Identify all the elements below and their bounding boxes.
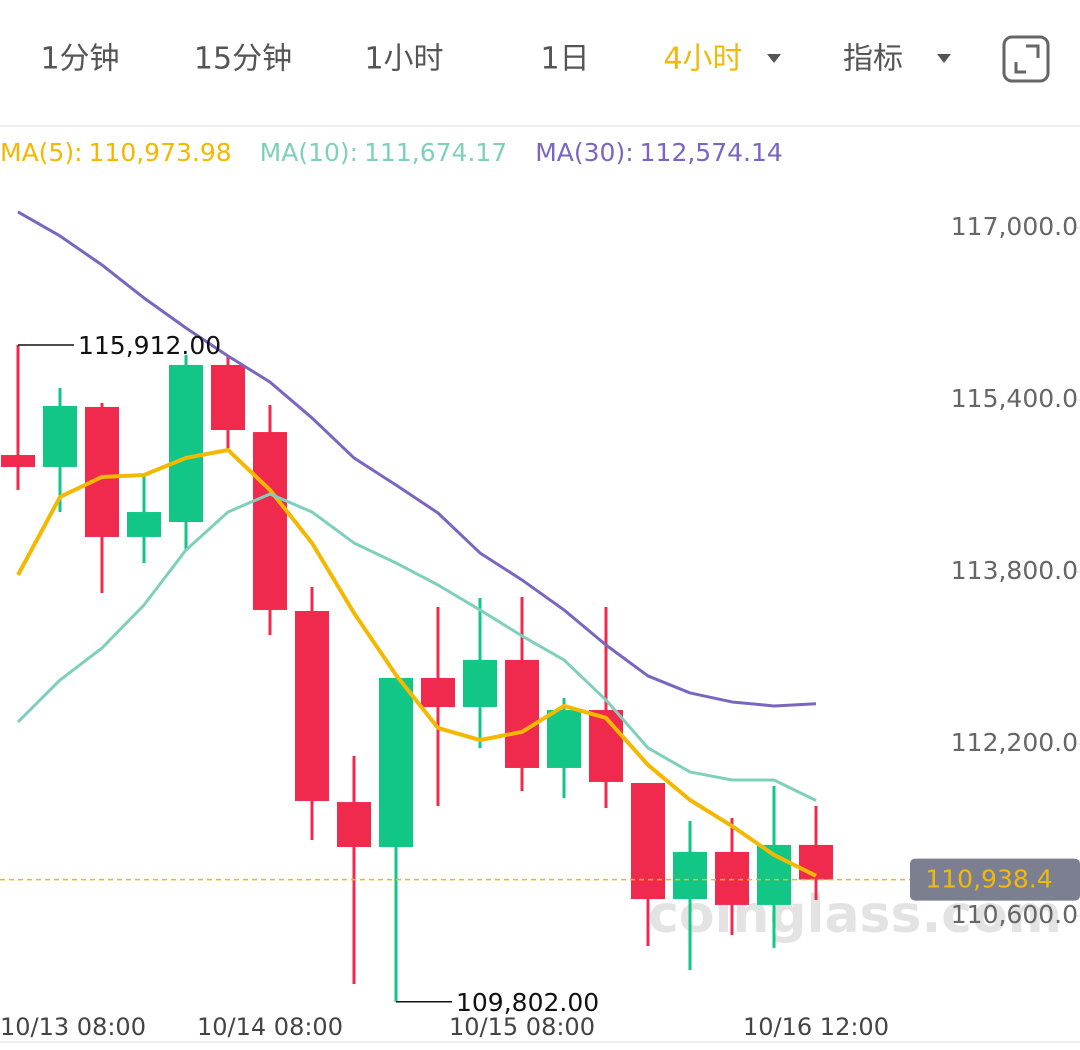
legend-name: MA(10): [260,138,358,167]
y-tick-label: 115,400.0 [951,384,1078,413]
ma-line [17,210,817,708]
y-tick-label: 110,600.0 [951,900,1078,929]
expand-icon [1014,44,1040,74]
candle-body [673,851,707,900]
candle-body [421,677,455,708]
legend-name: MA(30): [535,138,633,167]
low-label: 109,802.00 [456,988,599,1017]
candle-body [253,432,287,610]
candle-body [1,455,35,467]
candle-body [463,659,497,708]
dropdown-arrow [767,54,781,63]
candle-body [547,710,581,768]
x-tick-label: 10/14 08:00 [197,1013,343,1041]
candle-body [379,677,413,847]
candle-body [169,364,203,523]
candle-body [589,710,623,782]
tab[interactable]: 15分钟 [194,42,292,77]
y-tick-label: 113,800.0 [951,556,1078,585]
x-tick-label: 10/16 12:00 [743,1013,889,1041]
y-tick-label: 112,200.0 [951,728,1078,757]
candle-body [85,406,119,537]
candle-body [631,783,665,900]
legend-value: 111,674.17 [364,138,507,167]
expand-frame[interactable] [1002,35,1050,83]
ma-line [16,492,817,802]
ma-line [16,447,817,878]
tab[interactable]: 1日 [540,42,589,77]
candle-body [505,659,539,768]
legend-value: 112,574.14 [640,138,783,167]
tab[interactable]: 4小时 [663,42,742,77]
last-price-box [910,858,1080,901]
candle-body [295,611,329,801]
legend-value: 110,973.98 [89,138,232,167]
x-tick-label: 10/13 08:00 [0,1013,146,1041]
expand-button[interactable] [1002,35,1050,83]
tab[interactable]: 1小时 [364,42,443,77]
candle-body [211,364,245,430]
dropdown-arrow [937,54,951,63]
candle-body [337,802,371,847]
candle-body [127,512,161,537]
candle-body [715,851,749,905]
legend-name: MA(5): [0,138,83,167]
x-tick-label: 10/15 08:00 [449,1013,595,1041]
tab[interactable]: 指标 [843,42,903,77]
candle-body [43,406,77,467]
tab[interactable]: 1分钟 [40,42,119,77]
high-label: 115,912.00 [78,331,221,360]
last-price-label: 110,938.4 [925,865,1052,894]
y-tick-label: 117,000.0 [951,212,1078,241]
